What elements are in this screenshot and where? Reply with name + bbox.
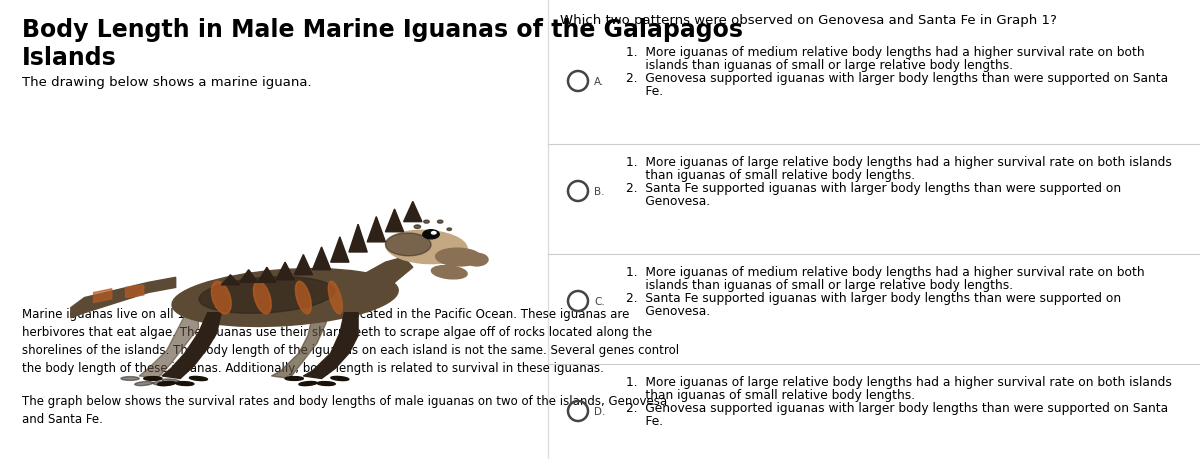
Text: Fe.: Fe. <box>626 414 664 427</box>
Text: 1.  More iguanas of large relative body lengths had a higher survival rate on bo: 1. More iguanas of large relative body l… <box>626 156 1172 168</box>
Text: The graph below shows the survival rates and body lengths of male iguanas on two: The graph below shows the survival rates… <box>22 394 667 425</box>
Text: 2.  Santa Fe supported iguanas with larger body lengths than were supported on: 2. Santa Fe supported iguanas with large… <box>626 182 1121 195</box>
Text: Fe.: Fe. <box>626 85 664 98</box>
Polygon shape <box>271 316 326 379</box>
Text: 2.  Santa Fe supported iguanas with larger body lengths than were supported on: 2. Santa Fe supported iguanas with large… <box>626 291 1121 304</box>
Text: Genovesa.: Genovesa. <box>626 304 710 317</box>
Ellipse shape <box>329 282 342 314</box>
Circle shape <box>414 225 420 229</box>
Polygon shape <box>240 270 258 283</box>
Polygon shape <box>71 278 175 318</box>
Text: than iguanas of small relative body lengths.: than iguanas of small relative body leng… <box>626 168 916 182</box>
Ellipse shape <box>317 382 335 386</box>
Text: Islands: Islands <box>22 46 116 70</box>
Ellipse shape <box>134 382 152 386</box>
Polygon shape <box>312 247 331 270</box>
Ellipse shape <box>211 282 232 314</box>
Text: 1.  More iguanas of medium relative body lengths had a higher survival rate on b: 1. More iguanas of medium relative body … <box>626 46 1145 59</box>
Ellipse shape <box>121 377 139 381</box>
Circle shape <box>448 229 451 231</box>
Polygon shape <box>258 268 276 283</box>
Polygon shape <box>403 202 422 222</box>
Text: Which two patterns were observed on Genovesa and Santa Fe in Graph 1?: Which two patterns were observed on Geno… <box>560 14 1057 27</box>
Ellipse shape <box>162 379 180 383</box>
Ellipse shape <box>152 382 172 386</box>
Ellipse shape <box>157 382 175 386</box>
Ellipse shape <box>432 266 467 279</box>
Text: The drawing below shows a marine iguana.: The drawing below shows a marine iguana. <box>22 76 312 89</box>
Polygon shape <box>367 217 385 242</box>
Text: Body Length in Male Marine Iguanas of the Galapagos: Body Length in Male Marine Iguanas of th… <box>22 18 743 42</box>
Ellipse shape <box>299 382 317 386</box>
Polygon shape <box>304 313 358 379</box>
Polygon shape <box>126 285 144 298</box>
Text: Genovesa.: Genovesa. <box>626 195 710 207</box>
Polygon shape <box>162 313 221 379</box>
Polygon shape <box>358 257 413 293</box>
Ellipse shape <box>436 249 481 266</box>
Circle shape <box>438 221 443 224</box>
Polygon shape <box>221 275 240 285</box>
Ellipse shape <box>175 382 194 386</box>
Ellipse shape <box>199 277 335 313</box>
Ellipse shape <box>466 254 488 266</box>
Polygon shape <box>331 237 349 263</box>
Text: Marine iguanas live on all 13 of the Galapagos Islands, located in the Pacific O: Marine iguanas live on all 13 of the Gal… <box>22 308 679 374</box>
Polygon shape <box>385 209 403 232</box>
Text: 1.  More iguanas of medium relative body lengths had a higher survival rate on b: 1. More iguanas of medium relative body … <box>626 265 1145 279</box>
Ellipse shape <box>385 231 467 264</box>
Circle shape <box>422 230 439 239</box>
Ellipse shape <box>172 269 398 327</box>
Text: islands than iguanas of small or large relative body lengths.: islands than iguanas of small or large r… <box>626 59 1013 72</box>
Ellipse shape <box>295 282 311 314</box>
Text: islands than iguanas of small or large relative body lengths.: islands than iguanas of small or large r… <box>626 279 1013 291</box>
Text: D.: D. <box>594 406 605 416</box>
Circle shape <box>424 221 430 224</box>
Text: than iguanas of small relative body lengths.: than iguanas of small relative body leng… <box>626 388 916 401</box>
Circle shape <box>432 232 436 235</box>
Ellipse shape <box>286 377 304 381</box>
Text: 2.  Genovesa supported iguanas with larger body lengths than were supported on S: 2. Genovesa supported iguanas with large… <box>626 401 1168 414</box>
Polygon shape <box>294 255 312 275</box>
Ellipse shape <box>253 282 271 314</box>
Polygon shape <box>349 224 367 252</box>
Text: 2.  Genovesa supported iguanas with larger body lengths than were supported on S: 2. Genovesa supported iguanas with large… <box>626 72 1168 85</box>
Ellipse shape <box>144 377 162 381</box>
Text: B.: B. <box>594 187 605 196</box>
Polygon shape <box>94 289 112 303</box>
Ellipse shape <box>190 377 208 381</box>
Ellipse shape <box>385 234 431 256</box>
Polygon shape <box>276 263 294 280</box>
Text: C.: C. <box>594 297 605 306</box>
Polygon shape <box>139 316 198 379</box>
Ellipse shape <box>331 377 349 381</box>
Text: 1.  More iguanas of large relative body lengths had a higher survival rate on bo: 1. More iguanas of large relative body l… <box>626 375 1172 388</box>
Text: A.: A. <box>594 77 605 87</box>
